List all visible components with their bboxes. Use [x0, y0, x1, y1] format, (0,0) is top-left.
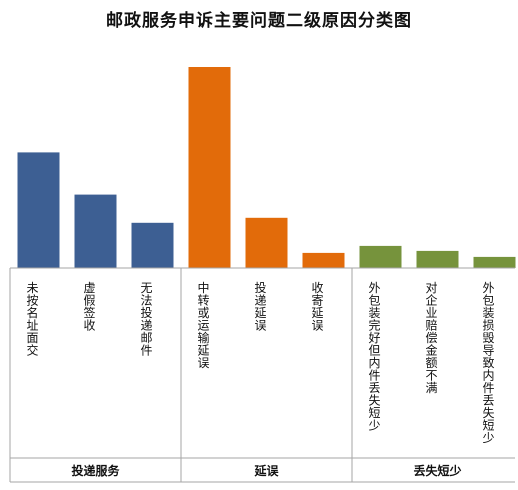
labels-layer: 未按名址面交 虚假签收 无法投递邮件 中转或运输延误 投递延误 收寄延误 外包装完好但内件丢… — [26, 280, 494, 478]
group-label-2: 丢失短少 — [413, 463, 461, 478]
category-label-1-2: 收寄延误 — [311, 281, 323, 333]
bar-0-1 — [74, 194, 117, 268]
bar-1-0 — [188, 67, 231, 268]
group-label-1: 延误 — [253, 463, 279, 478]
bar-2-2 — [473, 256, 516, 268]
chart-title: 邮政服务申诉主要问题二级原因分类图 — [106, 11, 412, 31]
axes-layer — [9, 267, 515, 483]
category-label-2-1: 对企业赔偿金额不满 — [425, 281, 437, 395]
category-label-0-2: 无法投递邮件 — [140, 281, 152, 358]
category-label-2-0: 外包装完好但内件丢失短少 — [368, 281, 380, 433]
bar-0-0 — [17, 152, 60, 268]
category-label-1-1: 投递延误 — [254, 280, 266, 333]
bar-2-1 — [416, 250, 459, 268]
bar-0-2 — [131, 222, 174, 268]
group-label-0: 投递服务 — [71, 463, 120, 478]
bar-1-2 — [302, 252, 345, 268]
bar-1-1 — [245, 217, 288, 269]
category-label-0-0: 未按名址面交 — [26, 281, 38, 358]
category-label-0-1: 虚假签收 — [83, 281, 95, 333]
bar-2-0 — [359, 245, 402, 268]
bars-layer — [17, 67, 516, 269]
category-label-2-2: 外包装损毁导致内件丢失短少 — [482, 281, 494, 445]
category-label-1-0: 中转或运输延误 — [197, 280, 209, 370]
